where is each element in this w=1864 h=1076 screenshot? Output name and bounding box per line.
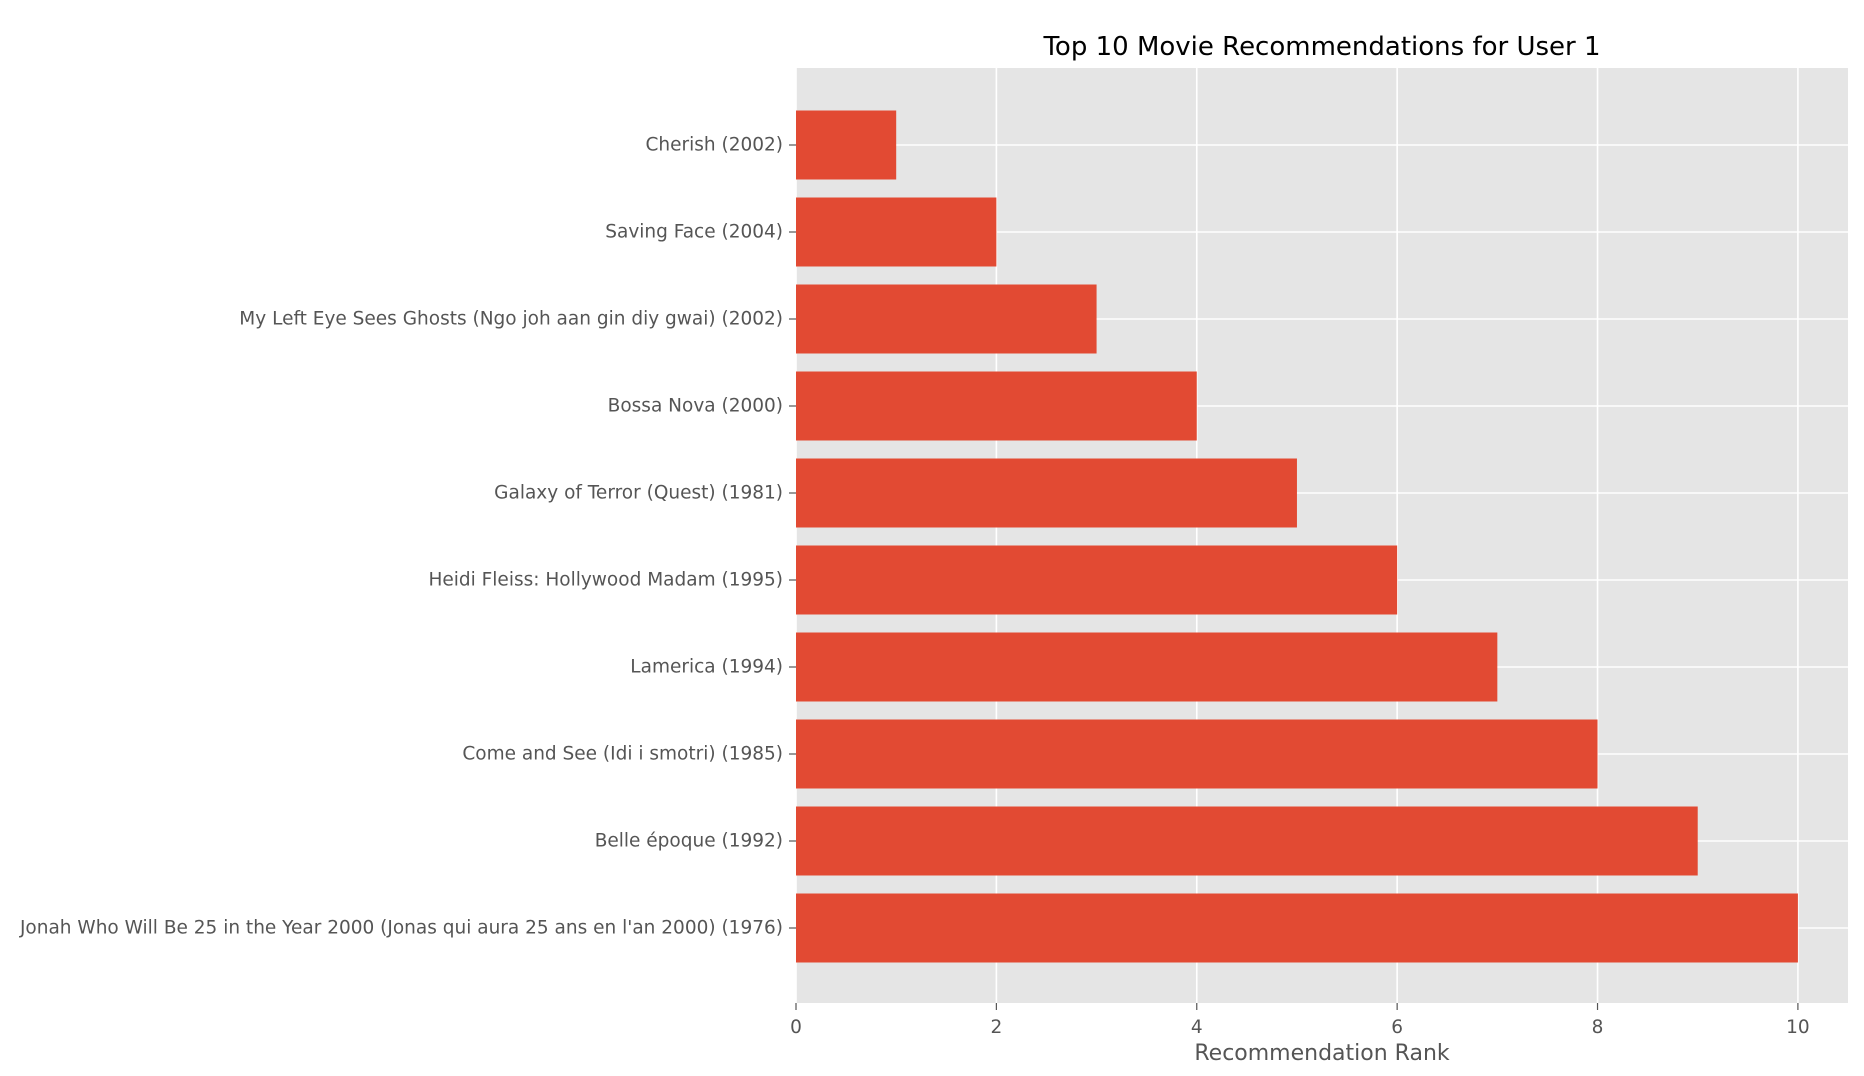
bar (796, 284, 1097, 354)
y-tick-label: Galaxy of Terror (Quest) (1981) (494, 483, 783, 504)
bars (796, 110, 1798, 963)
bar (796, 197, 997, 267)
x-tick-label: 0 (790, 1017, 802, 1038)
y-tick-label: Bossa Nova (2000) (608, 396, 783, 417)
bar (796, 632, 1498, 702)
bar (796, 458, 1297, 528)
y-tick-label: Cherish (2002) (645, 135, 783, 156)
x-axis-label: Recommendation Rank (1194, 1041, 1450, 1066)
bar (796, 371, 1197, 441)
x-tick-label: 2 (990, 1017, 1002, 1038)
chart-title: Top 10 Movie Recommendations for User 1 (1042, 32, 1600, 62)
x-tick-label: 4 (1191, 1017, 1203, 1038)
y-tick-label: Lamerica (1994) (630, 657, 783, 678)
bar (796, 545, 1398, 615)
bar (796, 110, 897, 180)
x-tick-label: 10 (1786, 1017, 1810, 1038)
y-tick-label: Belle époque (1992) (595, 831, 783, 852)
y-tick-label: Saving Face (2004) (605, 222, 783, 243)
x-tick-label: 8 (1592, 1017, 1604, 1038)
bar (796, 806, 1698, 876)
y-tick-label: My Left Eye Sees Ghosts (Ngo joh aan gin… (239, 309, 783, 330)
x-axis-ticks: 0 2 4 6 8 10 (790, 1003, 1810, 1038)
y-tick-label: Jonah Who Will Be 25 in the Year 2000 (J… (19, 918, 783, 939)
bar (796, 719, 1598, 789)
y-tick-label: Come and See (Idi i smotri) (1985) (462, 744, 783, 765)
y-axis-ticks: Cherish (2002) Saving Face (2004) My Left … (19, 135, 796, 939)
bar (796, 893, 1798, 963)
x-tick-label: 6 (1391, 1017, 1403, 1038)
y-tick-label: Heidi Fleiss: Hollywood Madam (1995) (428, 570, 783, 591)
